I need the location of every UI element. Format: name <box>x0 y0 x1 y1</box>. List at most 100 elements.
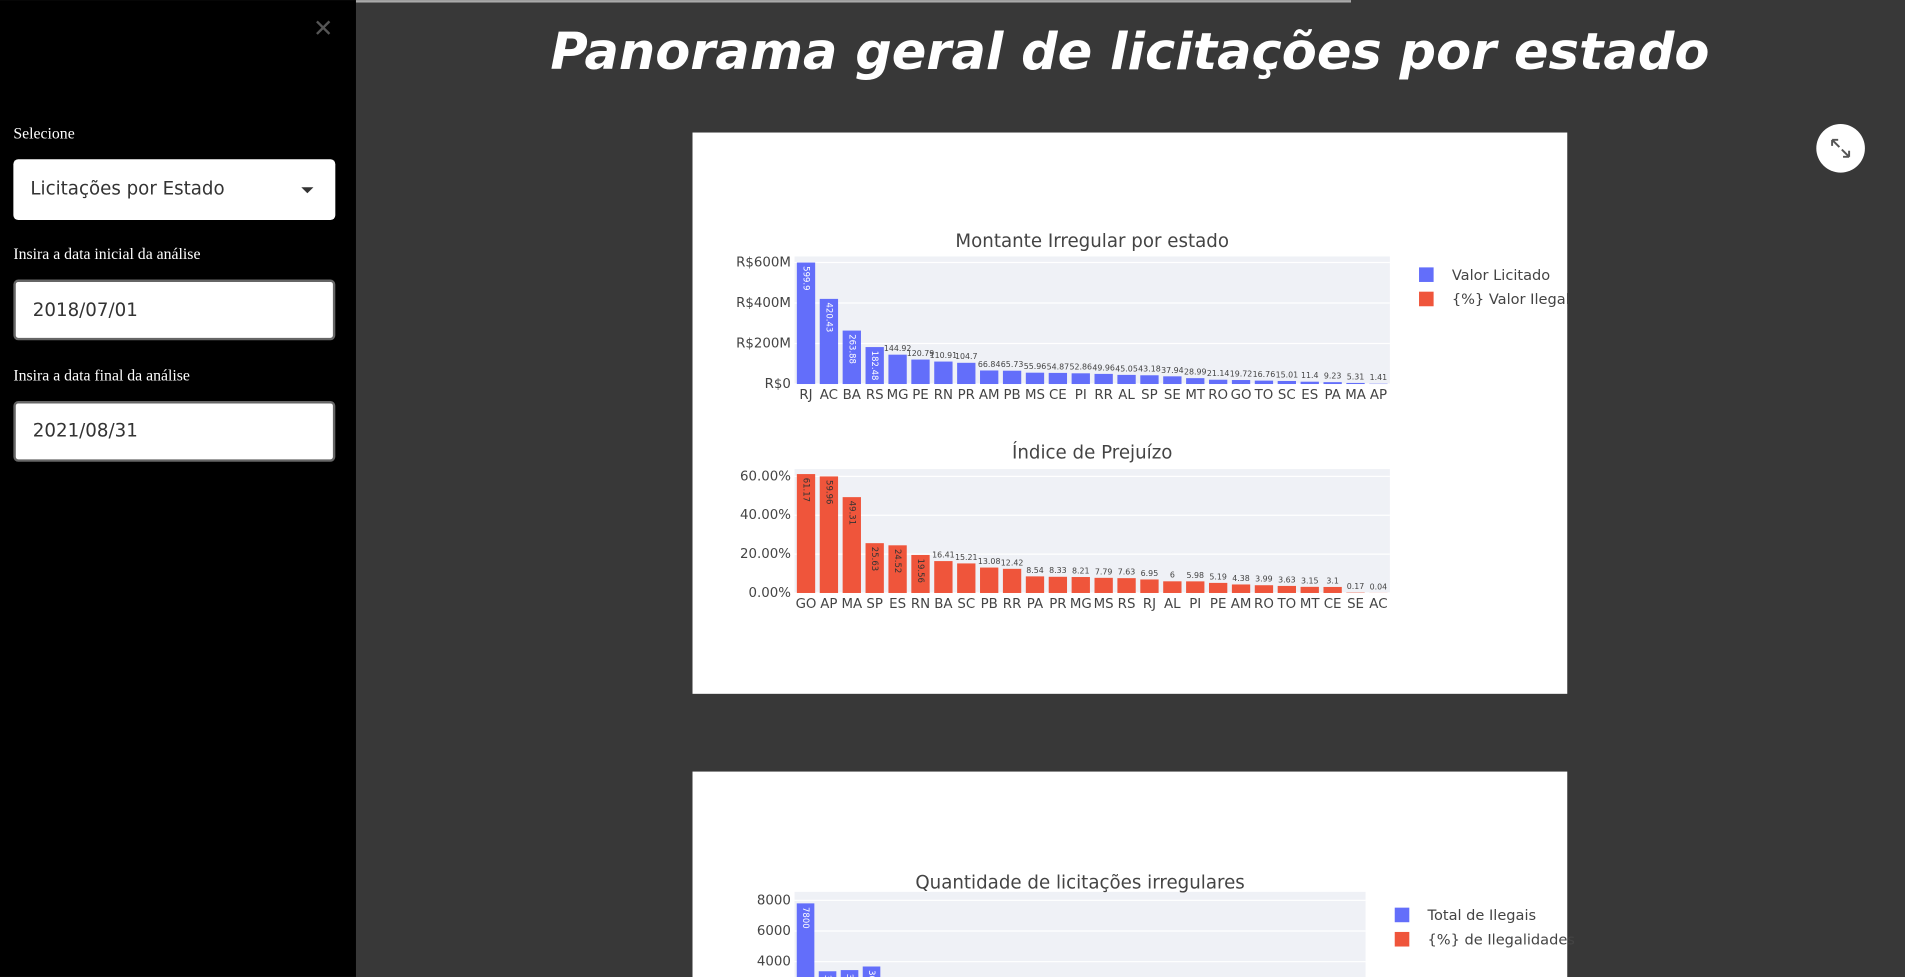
x-tick-label: PI <box>1075 388 1087 403</box>
close-button[interactable]: ✕ <box>313 13 333 42</box>
bar <box>1140 375 1159 385</box>
x-tick-label: PA <box>1324 388 1341 403</box>
chart-title: Montante Irregular por estado <box>955 231 1229 252</box>
end-value[interactable]: 2021/08/31 <box>33 420 138 441</box>
data-label: 43.18 <box>1138 365 1161 374</box>
data-label: 49.31 <box>846 501 856 525</box>
bar <box>819 476 839 593</box>
legend-swatch <box>1419 291 1434 307</box>
x-tick-label: RS <box>1118 597 1136 612</box>
data-label: 3.63 <box>1278 575 1296 584</box>
data-label: 19.56 <box>915 559 925 583</box>
expand-icon[interactable] <box>1831 138 1851 158</box>
plot-area <box>794 891 1366 977</box>
start-label: Insira a data inicial da análise <box>13 246 200 263</box>
x-tick-label: ES <box>889 597 906 612</box>
bar <box>1300 381 1319 385</box>
expand-button[interactable] <box>1816 124 1865 173</box>
data-label: 28.99 <box>1184 368 1207 377</box>
bar <box>1094 373 1113 385</box>
progress-bar <box>355 0 1351 3</box>
data-label: 3.1 <box>1326 576 1339 585</box>
x-tick-label: RO <box>1254 597 1274 612</box>
select-arrow[interactable] <box>301 187 314 194</box>
bar <box>1323 382 1342 385</box>
x-tick-label: AP <box>820 597 837 612</box>
bar <box>1025 576 1045 593</box>
data-label: 1.41 <box>1370 373 1388 382</box>
data-label: 59.96 <box>823 480 833 504</box>
x-tick-label: SE <box>1347 597 1364 612</box>
bar <box>934 561 953 593</box>
select-box[interactable] <box>13 159 336 221</box>
x-tick-label: TO <box>1276 597 1296 612</box>
x-tick-label: MT <box>1300 597 1321 612</box>
bar <box>796 474 816 593</box>
x-tick-label: SC <box>957 597 975 612</box>
x-tick-label: PR <box>1049 597 1066 612</box>
x-tick-label: GO <box>1231 388 1252 403</box>
data-label: 54.87 <box>1047 362 1070 371</box>
x-tick-label: PR <box>958 388 975 403</box>
x-tick-label: RN <box>934 388 953 403</box>
data-label: 7800 <box>800 907 810 929</box>
x-tick-label: RJ <box>799 388 812 403</box>
page-title: Panorama geral de licitações por estado <box>550 23 1709 82</box>
x-tick-label: GO <box>796 597 817 612</box>
bar <box>1002 370 1022 385</box>
bar <box>980 370 999 385</box>
data-label: 13.08 <box>978 557 1001 566</box>
bar <box>842 497 861 593</box>
bar <box>1277 585 1296 593</box>
x-tick-label: AC <box>820 388 838 403</box>
data-label: 6.95 <box>1141 569 1159 578</box>
data-label: 144.92 <box>884 344 912 353</box>
data-label: 110.91 <box>930 351 958 360</box>
x-tick-label: BA <box>934 597 953 612</box>
start-input[interactable] <box>13 279 336 341</box>
start-value[interactable]: 2018/07/01 <box>33 300 138 321</box>
x-tick-label: PE <box>1210 597 1227 612</box>
x-tick-label: MA <box>1345 388 1367 403</box>
x-tick-label: CE <box>1049 388 1067 403</box>
data-label: 12.42 <box>1001 558 1024 567</box>
bar <box>1254 585 1274 593</box>
bar <box>980 567 999 593</box>
sidebar <box>0 0 356 977</box>
data-label: 8.33 <box>1049 566 1067 575</box>
data-label: 25.63 <box>869 547 879 571</box>
x-tick-label: RJ <box>1143 597 1156 612</box>
x-tick-label: RN <box>911 597 930 612</box>
data-label: 5.98 <box>1186 571 1204 580</box>
data-label: 55.96 <box>1024 362 1047 371</box>
x-tick-label: TO <box>1254 388 1274 403</box>
chart-title: Quantidade de licitações irregulares <box>915 872 1244 893</box>
x-tick-label: AC <box>1369 597 1387 612</box>
data-label: 3.99 <box>1255 575 1273 584</box>
end-input[interactable] <box>13 401 336 462</box>
data-label: 263.88 <box>846 334 856 364</box>
bar <box>1163 581 1182 593</box>
data-label: 11.4 <box>1301 371 1319 380</box>
bar <box>1208 582 1228 593</box>
legend-swatch <box>1394 907 1410 923</box>
data-label: 120.79 <box>907 349 935 358</box>
x-tick-label: SC <box>1278 388 1296 403</box>
data-label: 7.79 <box>1095 567 1113 576</box>
x-tick-label: PI <box>1189 597 1201 612</box>
bar <box>888 354 907 385</box>
data-label: 21.14 <box>1207 369 1230 378</box>
x-tick-label: ES <box>1301 388 1318 403</box>
bar <box>911 554 930 593</box>
bar <box>888 545 907 593</box>
select-value[interactable]: Licitações por Estado <box>30 179 224 200</box>
bar <box>911 359 930 385</box>
bar <box>1094 577 1113 593</box>
bar <box>1071 373 1090 385</box>
data-label: 49.96 <box>1092 363 1115 372</box>
data-label: 7.63 <box>1118 568 1136 577</box>
bar <box>1300 586 1319 593</box>
x-tick-label: AM <box>979 388 1000 403</box>
